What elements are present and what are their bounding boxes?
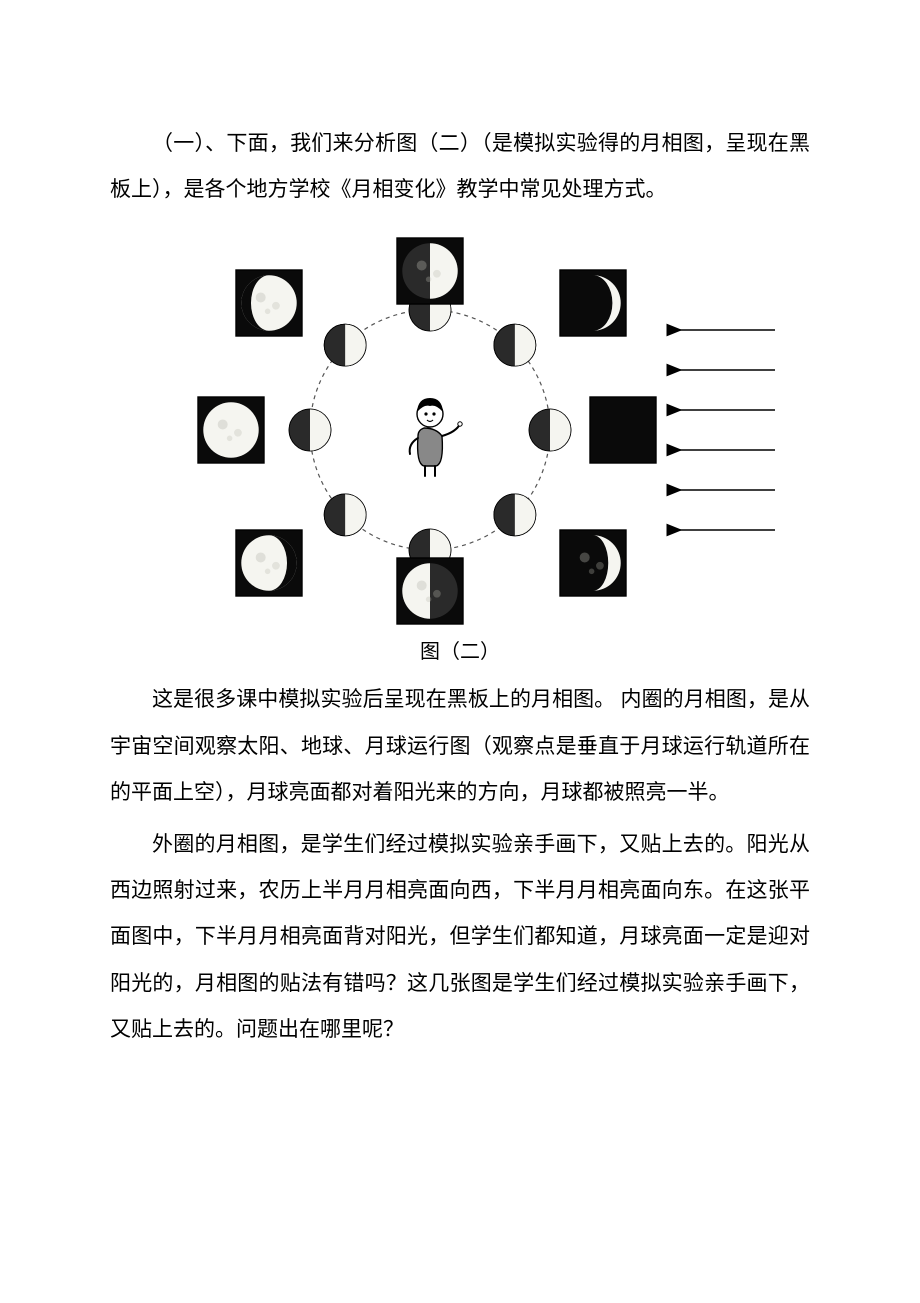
inner-moon	[324, 494, 366, 536]
inner-moon	[324, 325, 366, 367]
paragraph-2: 这是很多课中模拟实验后呈现在黑板上的月相图。 内圈的月相图，是从宇宙空间观察太阳…	[110, 676, 810, 815]
paragraph-3: 外圈的月相图，是学生们经过模拟实验亲手画下，又贴上去的。阳光从西边照射过来，农历…	[110, 821, 810, 1052]
phase-tile-top_right	[560, 270, 626, 336]
phase-tile-top_left	[236, 270, 302, 336]
figure-2-caption: 图（二）	[420, 636, 500, 668]
phase-tile-bottom_right	[560, 530, 626, 596]
phase-tile-left	[198, 397, 264, 463]
paragraph-1: （一）、下面，我们来分析图（二）（是模拟实验得的月相图，呈现在黑板上），是各个地…	[110, 120, 810, 212]
inner-moon	[289, 409, 331, 451]
phase-tile-right	[590, 397, 656, 463]
phase-tile-bottom	[397, 558, 463, 624]
phase-tile-bottom_left	[236, 530, 302, 596]
moon-phase-diagram	[140, 230, 780, 630]
inner-moon	[494, 494, 536, 536]
phase-tile-top	[397, 238, 463, 304]
inner-moon	[529, 409, 571, 451]
figure-2-container: 图（二）	[110, 230, 810, 668]
inner-moon	[494, 325, 536, 367]
moon-phase-svg	[140, 230, 780, 630]
document-page: （一）、下面，我们来分析图（二）（是模拟实验得的月相图，呈现在黑板上），是各个地…	[0, 0, 920, 1303]
